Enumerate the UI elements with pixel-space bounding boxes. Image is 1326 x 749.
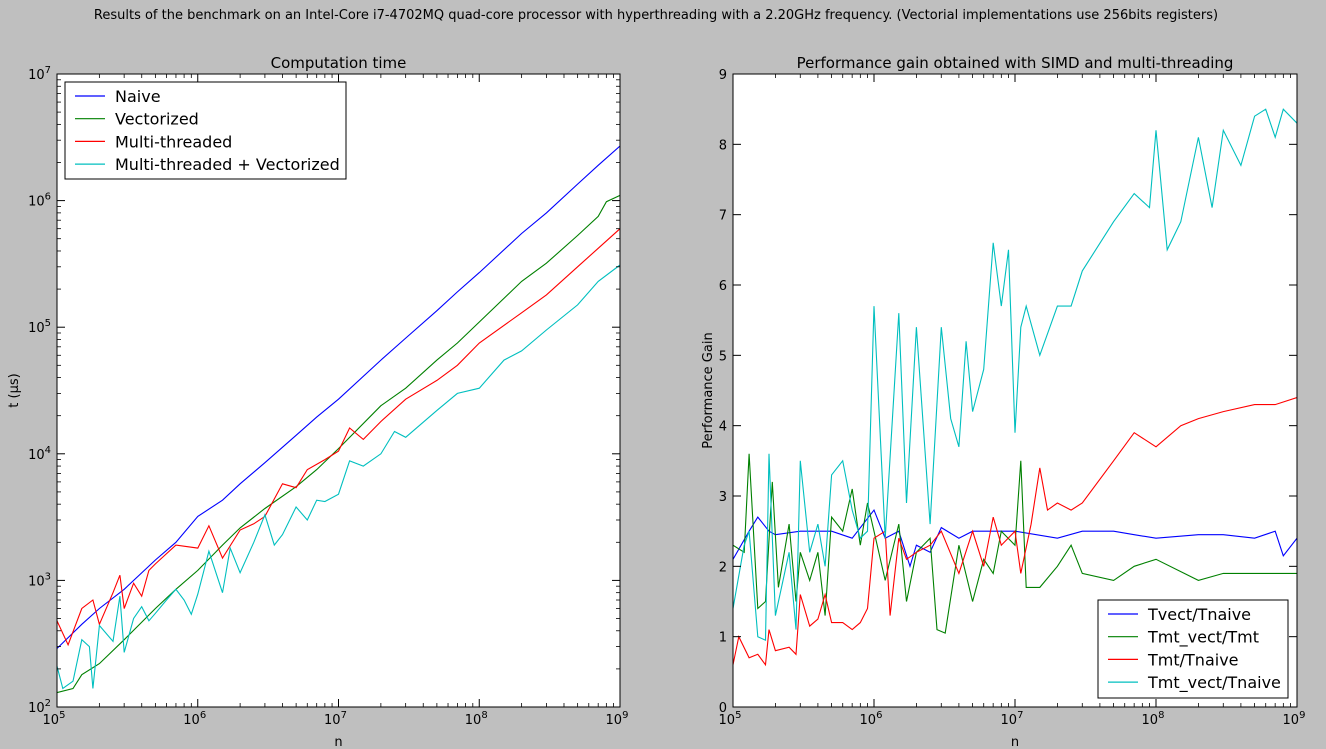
x-tick-label: 107 (1001, 710, 1024, 728)
legend-label-2: Tmt/Tnaive (1147, 650, 1239, 669)
figure-suptitle: Results of the benchmark on an Intel-Cor… (93, 8, 1219, 23)
legend-label-1: Tmt_vect/Tmt (1147, 628, 1259, 648)
x-tick-label: 106 (183, 710, 206, 728)
x-tick-label: 107 (324, 710, 347, 728)
y-tick-label: 3 (719, 490, 727, 505)
y-tick-label: 7 (719, 209, 727, 224)
series-line-1 (733, 453, 1297, 634)
legend-label-0: Tvect/Tnaive (1147, 605, 1251, 624)
legend-label-0: Naive (115, 87, 161, 106)
y-tick-label: 5 (719, 349, 727, 364)
x-tick-label: 108 (1142, 710, 1165, 728)
y-tick-label: 4 (719, 420, 727, 435)
series-line-0 (733, 509, 1297, 569)
x-tick-label: 109 (1283, 710, 1306, 728)
y-tick-label: 2 (719, 560, 727, 575)
legend-label-1: Vectorized (115, 110, 199, 129)
y-axis-label: Performance Gain (701, 332, 716, 448)
y-tick-label: 1 (719, 631, 727, 646)
x-axis-label: n (1011, 735, 1019, 749)
y-tick-label: 0 (719, 701, 727, 716)
legend-label-3: Tmt_vect/Tnaive (1147, 673, 1281, 693)
legend-box (64, 81, 347, 180)
series-line-2 (57, 228, 620, 647)
y-tick-label: 107 (28, 65, 51, 83)
x-tick-label: 105 (43, 710, 66, 728)
y-tick-label: 104 (28, 445, 51, 463)
y-tick-label: 103 (28, 571, 51, 589)
x-tick-label: 106 (860, 710, 883, 728)
y-tick-label: 6 (719, 279, 727, 294)
y-tick-label: 105 (28, 318, 51, 336)
legend-label-2: Multi-threaded (115, 132, 232, 151)
series-line-0 (57, 145, 620, 649)
x-tick-label: 108 (465, 710, 488, 728)
y-tick-label: 8 (719, 138, 727, 153)
series-line-3 (733, 108, 1297, 642)
legend-label-3: Multi-threaded + Vectorized (115, 155, 340, 174)
x-axis-label: n (334, 735, 342, 749)
x-tick-label: 109 (606, 710, 629, 728)
y-tick-label: 106 (28, 192, 51, 210)
series-line-1 (57, 194, 620, 694)
series-line-2 (733, 396, 1297, 667)
series-line-3 (57, 264, 620, 690)
chart-title: Computation time (271, 54, 407, 72)
chart-title: Performance gain obtained with SIMD and … (797, 54, 1234, 72)
y-axis-label: t (µs) (7, 373, 22, 407)
y-tick-label: 9 (719, 68, 727, 83)
